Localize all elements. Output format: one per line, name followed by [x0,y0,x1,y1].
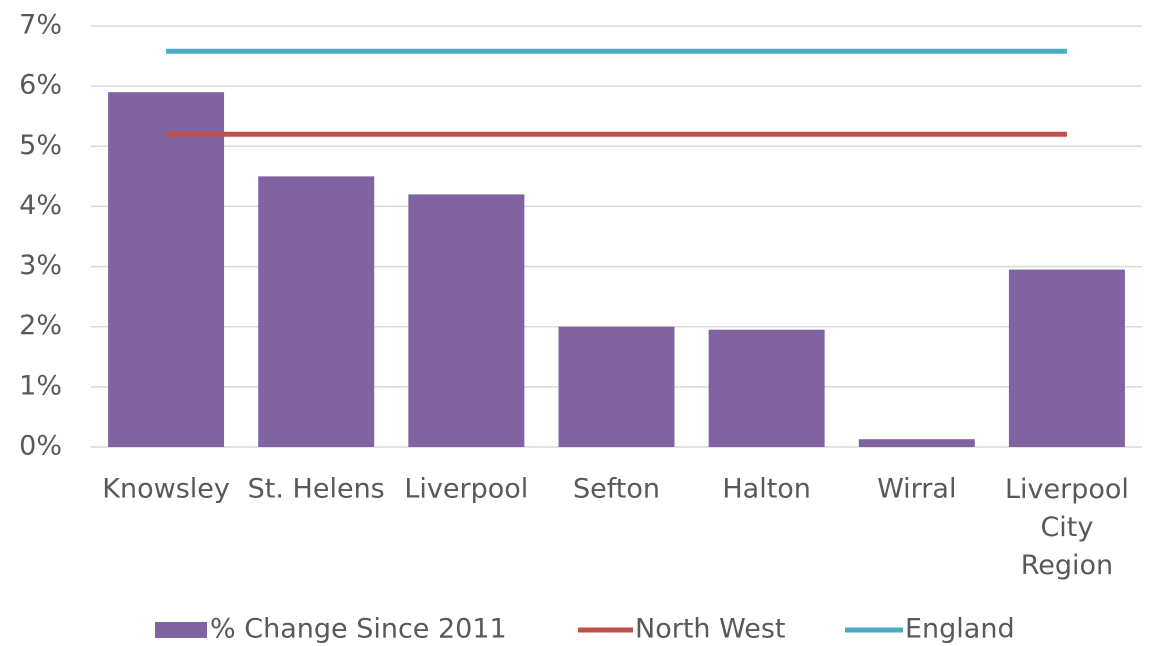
y-tick-label: 0% [19,431,62,462]
x-tick-label: St. Helens [248,474,385,505]
y-tick-label: 4% [19,190,62,221]
x-tick-label: Knowsley [102,474,230,505]
bar [858,439,975,447]
bar [708,329,825,447]
bar [408,194,525,447]
x-tick-label: Halton [722,474,811,505]
bar [1008,269,1125,447]
bar [258,176,375,447]
legend-label: % Change Since 2011 [210,614,507,645]
y-tick-label: 5% [19,130,62,161]
x-tick-label: Sefton [573,474,660,505]
legend-swatch [155,622,207,638]
legend-label: England [905,614,1015,645]
x-tick-label: Liverpool [404,474,528,505]
y-tick-label: 1% [19,370,62,401]
x-tick-label: Wirral [877,474,956,505]
y-tick-label: 6% [19,70,62,101]
y-tick-label: 2% [19,310,62,341]
y-tick-label: 3% [19,250,62,281]
bar [558,326,675,447]
bar [108,92,225,448]
legend-label: North West [635,614,785,645]
y-tick-label: 7% [19,10,62,41]
x-tick-label: Liverpool City Region [1005,474,1129,581]
